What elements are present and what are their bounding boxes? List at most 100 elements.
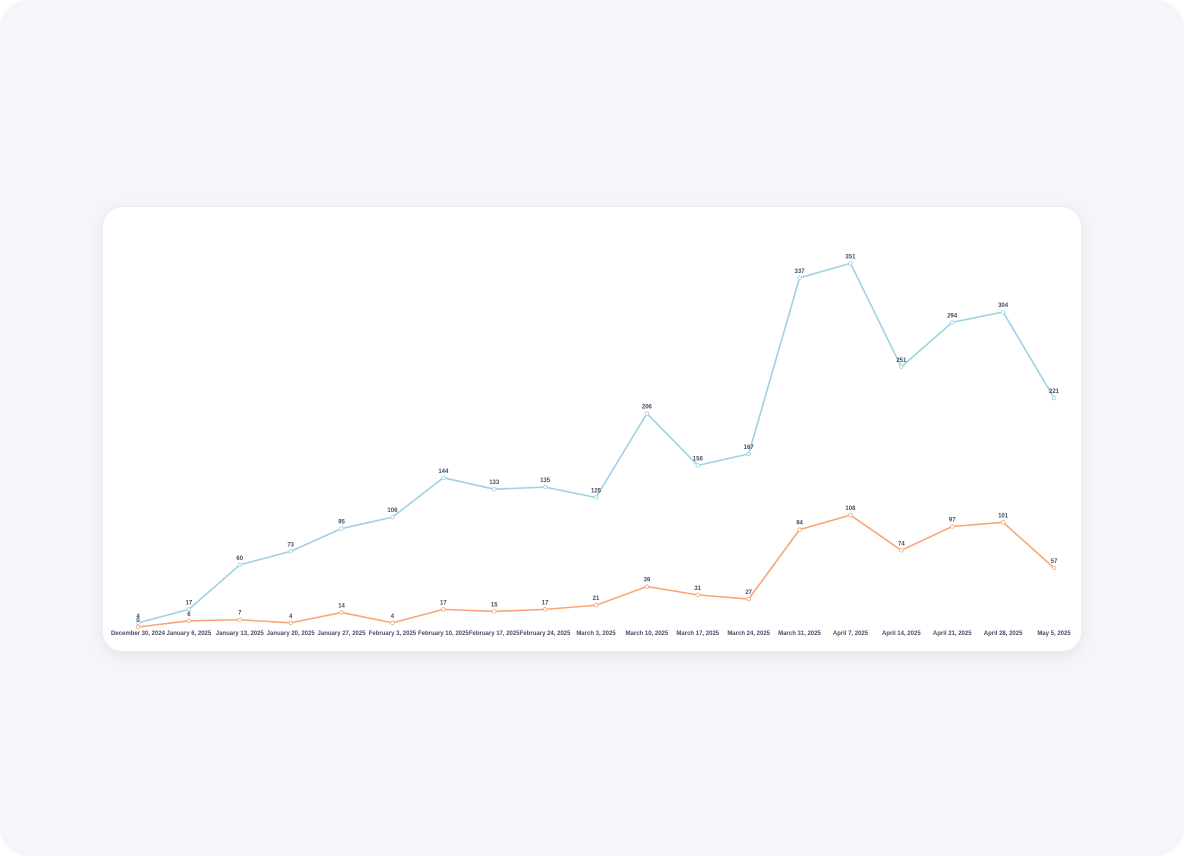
data-point: [339, 610, 344, 615]
data-label: 251: [896, 358, 907, 364]
x-tick-label: February 17, 2025: [469, 631, 520, 637]
data-label: 294: [947, 313, 958, 319]
data-point: [644, 411, 650, 416]
data-label: 7: [238, 611, 242, 617]
data-point: [848, 261, 853, 266]
x-tick-label: January 6, 2025: [167, 631, 212, 637]
x-tick-label: April 14, 2025: [882, 631, 921, 637]
data-point: [644, 584, 650, 589]
x-tick-label: January 13, 2025: [216, 631, 265, 637]
data-point: [186, 607, 192, 612]
data-point: [797, 275, 802, 281]
data-label: 167: [744, 445, 755, 451]
data-point: [593, 603, 599, 608]
x-tick-label: May 5, 2025: [1037, 631, 1071, 637]
data-point: [1051, 565, 1057, 571]
data-label: 125: [591, 488, 602, 494]
data-point: [695, 592, 700, 598]
data-point: [950, 524, 955, 529]
data-point: [135, 620, 141, 626]
x-tick-label: January 20, 2025: [267, 631, 316, 637]
data-label: 135: [540, 478, 551, 484]
data-label: 337: [795, 269, 806, 275]
data-label: 304: [998, 303, 1009, 309]
data-label: 27: [745, 590, 752, 596]
x-tick-label: April 28, 2025: [984, 631, 1023, 637]
chart-card: [102, 206, 1082, 652]
data-label: 4: [136, 614, 140, 620]
data-point: [542, 484, 548, 490]
data-label: 4: [289, 614, 293, 620]
data-label: 15: [491, 602, 498, 608]
data-point: [695, 463, 700, 468]
x-tick-label: March 10, 2025: [626, 631, 669, 637]
data-point: [950, 320, 955, 325]
x-tick-label: March 31, 2025: [778, 631, 821, 637]
data-label: 31: [694, 586, 701, 592]
data-point: [339, 526, 344, 531]
data-point: [899, 364, 904, 370]
x-tick-label: March 24, 2025: [727, 631, 770, 637]
x-tick-label: February 10, 2025: [418, 631, 469, 637]
data-label: 108: [845, 506, 856, 512]
series-line: [137, 514, 1055, 628]
data-point: [899, 548, 904, 553]
x-tick-label: January 27, 2025: [318, 631, 367, 637]
data-point: [237, 562, 242, 568]
data-label: 206: [642, 405, 653, 411]
data-point: [1000, 309, 1006, 315]
data-point: [288, 620, 293, 626]
data-label: 17: [542, 600, 549, 606]
data-point: [441, 475, 446, 480]
data-label: 57: [1051, 559, 1058, 565]
data-point: [135, 624, 141, 630]
data-point: [797, 527, 802, 532]
data-label: 101: [998, 513, 1009, 519]
data-point: [542, 607, 548, 612]
data-label: 94: [796, 521, 803, 527]
data-label: 14: [338, 603, 345, 609]
data-point: [441, 607, 446, 612]
data-label: 4: [391, 614, 395, 620]
data-point: [390, 620, 395, 626]
data-label: 0: [136, 618, 140, 624]
x-tick-label: March 17, 2025: [676, 631, 719, 637]
data-point: [492, 609, 497, 614]
data-label: 73: [287, 542, 294, 548]
data-label: 95: [338, 520, 345, 526]
x-tick-label: April 7, 2025: [833, 631, 869, 637]
data-point: [237, 617, 242, 622]
data-label: 74: [898, 541, 905, 547]
x-tick-label: March 3, 2025: [576, 631, 616, 637]
data-point: [390, 514, 395, 520]
data-label: 133: [489, 480, 500, 486]
data-label: 221: [1049, 389, 1060, 395]
x-tick-label: April 21, 2025: [933, 631, 972, 637]
data-label: 17: [440, 600, 447, 606]
data-point: [186, 618, 192, 623]
data-point: [492, 486, 497, 492]
data-label: 351: [845, 254, 856, 260]
data-label: 60: [236, 556, 243, 562]
data-label: 156: [693, 456, 704, 462]
x-tick-label: February 3, 2025: [369, 631, 417, 637]
x-tick-label: December 30, 2024: [111, 631, 166, 637]
data-point: [848, 512, 853, 518]
data-point: [1051, 395, 1057, 401]
data-label: 17: [186, 600, 193, 606]
data-point: [1000, 520, 1006, 525]
data-point: [593, 495, 599, 500]
data-label: 106: [387, 508, 398, 514]
series-line: [137, 262, 1055, 624]
data-label: 39: [644, 578, 651, 584]
data-label: 97: [949, 517, 956, 523]
data-label: 21: [593, 596, 600, 602]
data-label: 144: [438, 469, 449, 475]
data-point: [746, 451, 751, 457]
data-point: [746, 596, 751, 602]
data-label: 6: [187, 612, 191, 618]
x-tick-label: February 24, 2025: [520, 631, 571, 637]
data-point: [288, 549, 293, 554]
